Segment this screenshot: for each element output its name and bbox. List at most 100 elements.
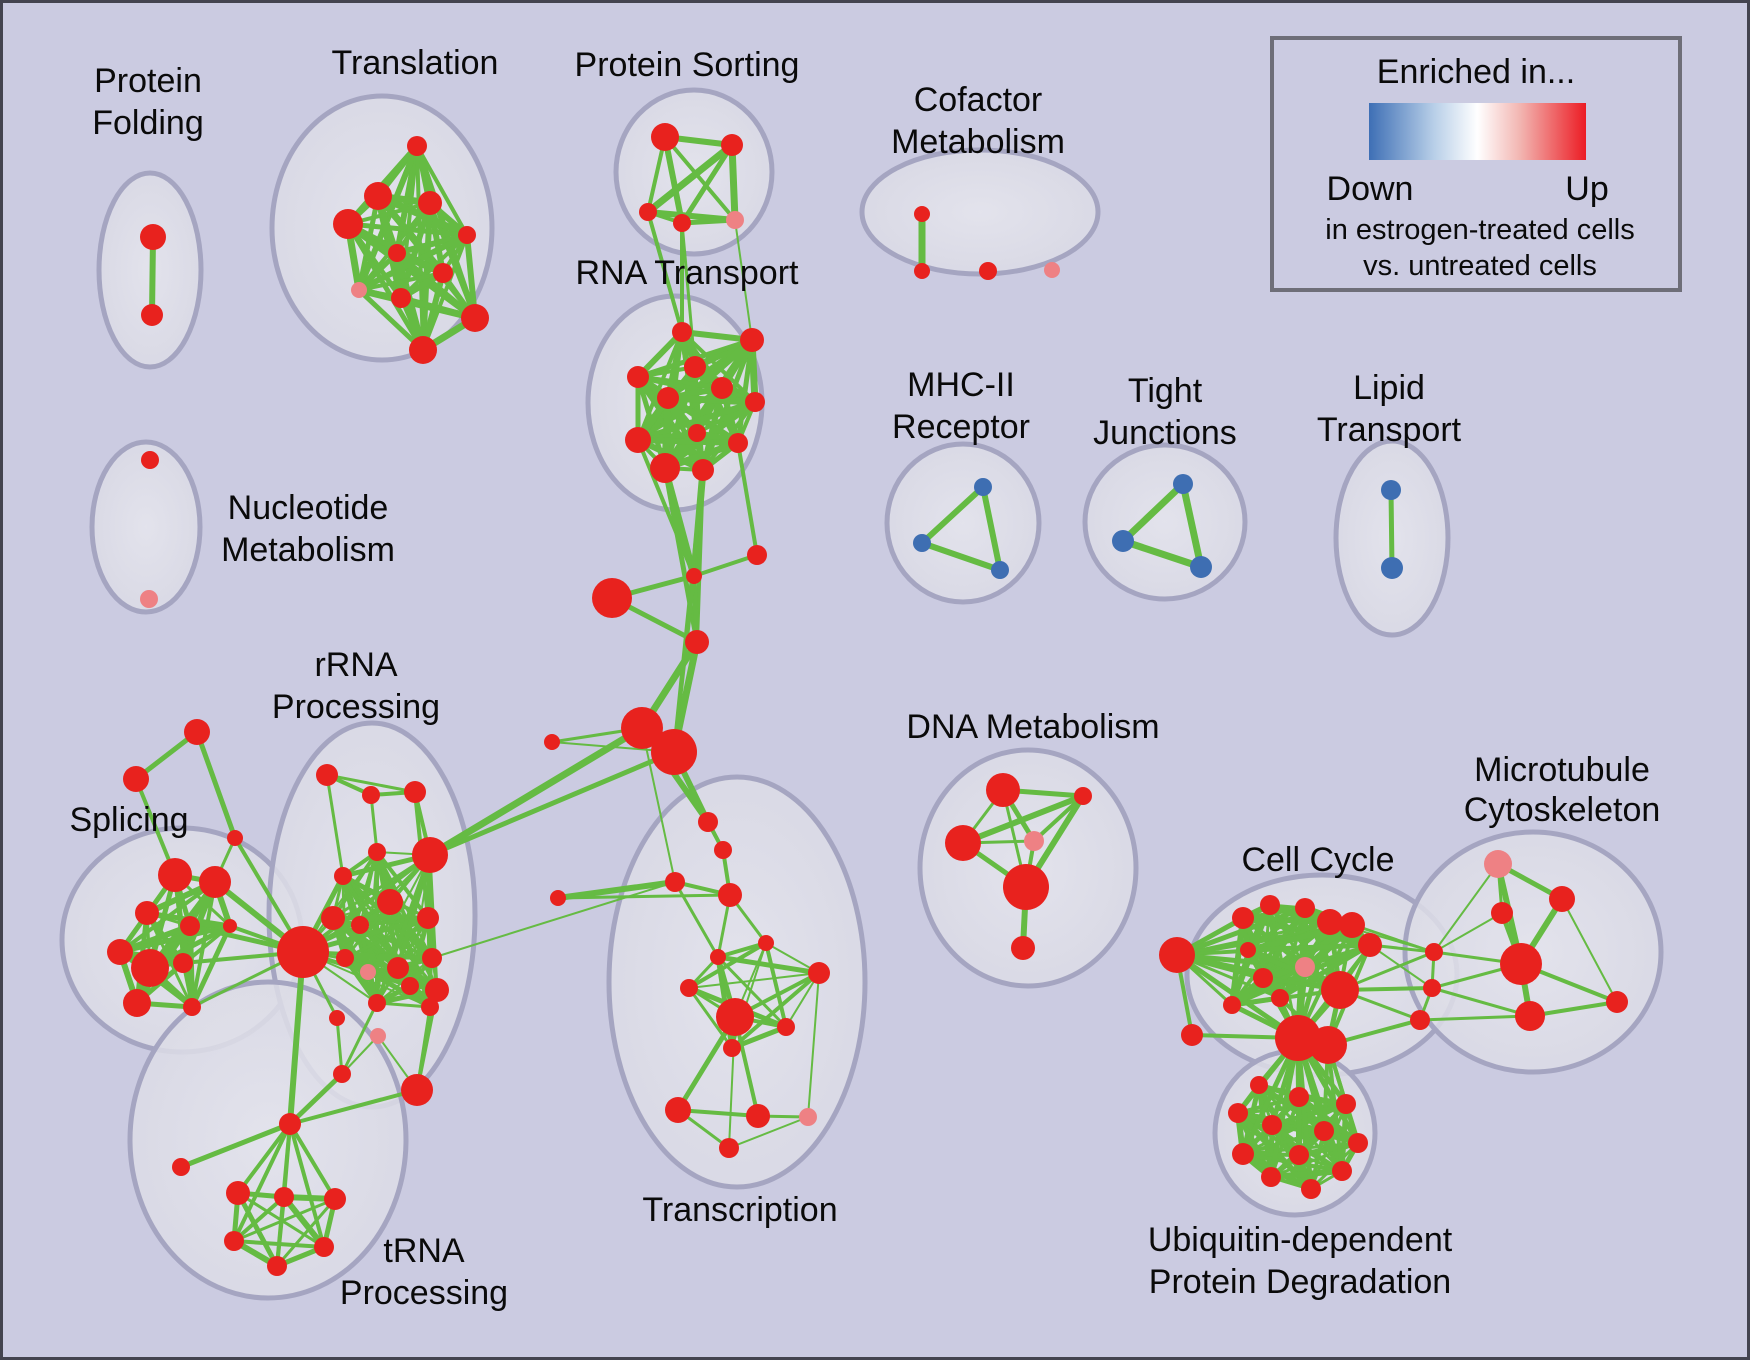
gene-set-node xyxy=(986,773,1020,807)
edge xyxy=(356,287,426,353)
gene-set-node xyxy=(692,459,714,481)
gene-set-node xyxy=(1044,262,1060,278)
gene-set-node xyxy=(914,263,930,279)
gene-set-node xyxy=(1295,898,1315,918)
gene-set-node xyxy=(135,901,159,925)
edge xyxy=(301,853,432,954)
edge xyxy=(646,210,684,334)
gene-set-node xyxy=(123,766,149,792)
edge xyxy=(1430,986,1532,1018)
gene-set-node xyxy=(461,304,489,332)
gene-set-node xyxy=(1181,1024,1203,1046)
edge xyxy=(357,271,445,292)
gene-set-node xyxy=(1074,787,1092,805)
gene-set-node xyxy=(412,837,448,873)
cluster-label-nucleotide-metabolism: Nucleotide xyxy=(228,489,389,527)
gene-set-node xyxy=(1332,1161,1352,1181)
edge xyxy=(636,438,696,578)
edge xyxy=(369,793,379,854)
gene-set-node xyxy=(639,203,657,221)
gene-set-node xyxy=(1549,886,1575,912)
gene-set-node xyxy=(710,949,726,965)
gene-set-node xyxy=(680,979,698,997)
gene-set-node xyxy=(544,734,560,750)
gene-set-node xyxy=(1262,1115,1282,1135)
edge xyxy=(1241,1129,1326,1156)
edge xyxy=(287,949,306,1127)
gene-set-node xyxy=(974,478,992,496)
gene-set-node xyxy=(314,1237,334,1257)
edge xyxy=(427,749,677,858)
gene-set-node xyxy=(1314,1121,1334,1141)
gene-set-node xyxy=(107,939,133,965)
gene-set-node xyxy=(1423,979,1441,997)
gene-set-node xyxy=(621,707,663,749)
edge xyxy=(232,1122,292,1243)
gene-set-node xyxy=(1339,912,1365,938)
cluster-label-splicing: Splicing xyxy=(69,801,188,839)
gene-set-node xyxy=(199,866,231,898)
gene-set-node xyxy=(1425,943,1443,961)
edge xyxy=(1119,480,1187,545)
edge xyxy=(345,221,470,238)
gene-set-node xyxy=(370,1028,386,1044)
edge xyxy=(345,221,426,353)
gene-set-node xyxy=(409,336,437,364)
nodes-layer xyxy=(107,123,1628,1276)
edge xyxy=(556,893,732,900)
gene-set-node xyxy=(698,812,718,832)
legend: Enriched in... Down Up in estrogen-treated … xyxy=(1270,36,1682,292)
edge xyxy=(919,540,1003,573)
edge xyxy=(1230,948,1250,1007)
gene-set-node xyxy=(141,304,163,326)
edge xyxy=(673,880,720,959)
gene-set-node xyxy=(1381,480,1401,500)
gene-set-node xyxy=(651,729,697,775)
gene-set-node xyxy=(688,424,706,442)
edge xyxy=(190,880,217,1009)
cluster-label-nucleotide-metabolism: Metabolism xyxy=(221,531,395,569)
gene-set-node xyxy=(364,182,392,210)
gene-set-node xyxy=(777,1018,795,1036)
cluster-label-tight-junctions: Tight xyxy=(1128,372,1203,410)
gene-set-node xyxy=(123,989,151,1017)
gene-set-node xyxy=(716,998,754,1036)
gene-set-node xyxy=(746,1104,770,1128)
gene-set-node xyxy=(665,1097,691,1123)
cluster-label-mhc-ii-receptor: Receptor xyxy=(892,408,1030,446)
edge xyxy=(636,330,684,442)
gene-set-node xyxy=(550,890,566,906)
gene-set-node xyxy=(991,561,1009,579)
gene-set-node xyxy=(1173,474,1193,494)
edge xyxy=(1433,912,1503,953)
gene-set-node xyxy=(368,994,386,1012)
edge xyxy=(688,972,820,989)
cluster-label-transcription: Transcription xyxy=(642,1191,837,1229)
edge xyxy=(1418,1014,1532,1022)
edge xyxy=(325,773,417,794)
gene-set-node xyxy=(808,962,830,984)
gene-set-node xyxy=(627,366,649,388)
gene-set-node xyxy=(672,322,692,342)
gene-set-node xyxy=(1253,968,1273,988)
legend-subtitle-line1: in estrogen-treated cells xyxy=(1325,214,1635,246)
edge xyxy=(664,394,759,406)
gene-set-node xyxy=(425,978,449,1002)
gene-set-node xyxy=(592,578,632,618)
edge xyxy=(728,1016,736,1149)
edge xyxy=(919,484,986,546)
edge xyxy=(692,553,759,578)
gene-set-node xyxy=(686,568,702,584)
gene-set-node xyxy=(401,1074,433,1106)
edge xyxy=(415,144,469,237)
gene-set-node xyxy=(721,134,743,156)
cluster-label-cofactor-metabolism: Metabolism xyxy=(891,123,1065,161)
gene-set-node xyxy=(758,935,774,951)
edge xyxy=(287,1071,345,1127)
gene-set-node xyxy=(158,858,192,892)
edge xyxy=(960,793,1086,846)
gene-set-node xyxy=(401,977,419,995)
gene-set-node xyxy=(1275,1015,1321,1061)
